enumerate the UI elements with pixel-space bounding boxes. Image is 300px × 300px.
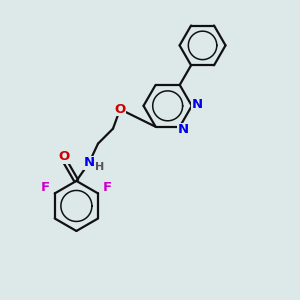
Text: N: N (191, 98, 203, 111)
Text: O: O (114, 103, 126, 116)
Text: N: N (178, 123, 189, 136)
Text: F: F (40, 181, 50, 194)
Text: O: O (59, 150, 70, 163)
Text: N: N (83, 156, 94, 169)
Text: F: F (103, 181, 112, 194)
Text: H: H (95, 162, 104, 172)
